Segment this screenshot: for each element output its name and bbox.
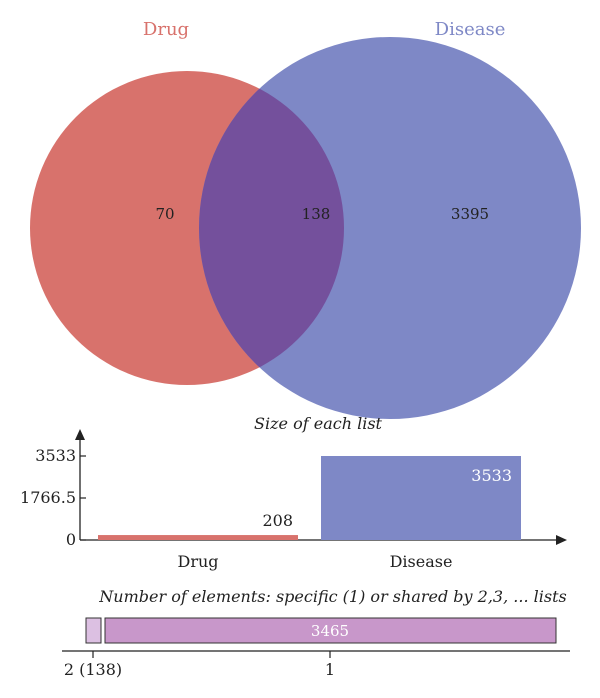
venn-region-value-drug-only: 70 — [155, 205, 174, 223]
bar-x-tick-label-disease: Disease — [390, 552, 453, 571]
strip-tick-label-1: 1 — [325, 660, 335, 679]
strip-segment-value-label-specific-1: 3465 — [311, 622, 349, 640]
strip-tick-label-2: 2 (138) — [64, 660, 122, 679]
bar-y-tick-label: 0 — [66, 530, 76, 549]
bar-y-tick-label: 1766.5 — [20, 488, 76, 507]
bar-value-label-disease: 3533 — [471, 466, 512, 485]
bar-disease — [321, 456, 521, 540]
element-count-strip: Number of elements: specific (1) or shar… — [62, 587, 570, 679]
bar-value-label-drug: 208 — [262, 511, 293, 530]
venn-overlap-region — [199, 71, 344, 385]
venn-set-label-disease: Disease — [435, 19, 506, 40]
bar-chart-title: Size of each list — [254, 414, 383, 433]
venn-diagram: Drug Disease 70 138 3395 — [30, 19, 581, 419]
list-size-bar-chart: Size of each list 0 1766.5 3533 208 3533 D… — [20, 414, 567, 571]
strip-segment-shared-2 — [85, 617, 102, 644]
strip-segment-specific-1 — [104, 617, 557, 644]
venn-region-value-disease-only: 3395 — [451, 205, 489, 223]
venn-region-value-shared: 138 — [302, 205, 331, 223]
bar-y-axis-arrow — [75, 429, 85, 440]
venn-set-label-drug: Drug — [143, 19, 189, 40]
bar-drug — [98, 535, 298, 540]
bar-x-tick-label-drug: Drug — [177, 552, 218, 571]
bar-y-tick-label: 3533 — [35, 446, 76, 465]
bar-x-axis-arrow — [556, 535, 567, 545]
strip-title: Number of elements: specific (1) or shar… — [98, 587, 566, 606]
